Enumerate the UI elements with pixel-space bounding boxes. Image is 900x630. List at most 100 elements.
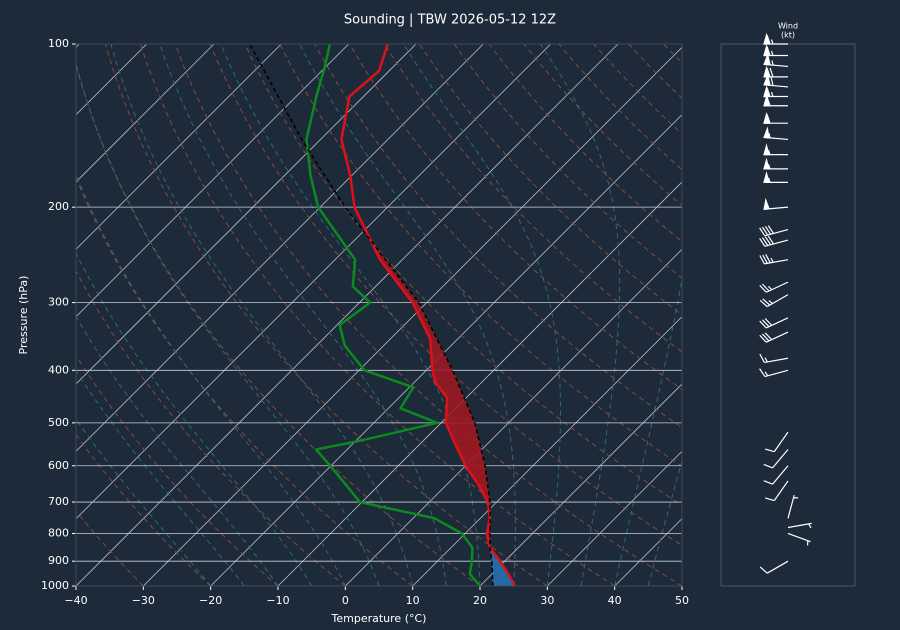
x-tick-label: −40 bbox=[64, 594, 87, 607]
dry-adiabat bbox=[76, 176, 413, 586]
wind-barb bbox=[759, 560, 789, 574]
isotherm bbox=[76, 44, 619, 586]
y-tick-label: 900 bbox=[48, 554, 69, 567]
y-axis-label: Pressure (hPa) bbox=[17, 276, 30, 355]
isotherm bbox=[277, 181, 682, 586]
moist-adiabat bbox=[76, 369, 245, 586]
moist-adiabat bbox=[614, 276, 682, 586]
wind-barb bbox=[759, 331, 789, 343]
barb-full bbox=[766, 114, 771, 124]
barb-half bbox=[768, 300, 773, 305]
wind-barb bbox=[764, 480, 789, 502]
barb-full bbox=[764, 236, 772, 246]
barb-full bbox=[761, 237, 769, 246]
y-tick-label: 800 bbox=[48, 526, 69, 539]
barb-full bbox=[764, 226, 772, 235]
moist-adiabat bbox=[110, 44, 414, 586]
moist-adiabat bbox=[76, 61, 380, 586]
dry-adiabat bbox=[628, 44, 682, 99]
profile-line bbox=[249, 44, 494, 586]
barb-pennant bbox=[763, 143, 770, 156]
barb-full bbox=[770, 76, 774, 86]
barb-staff bbox=[787, 494, 795, 519]
y-tick-label: 100 bbox=[48, 37, 69, 50]
barb-staff bbox=[764, 259, 789, 265]
barb-full bbox=[759, 566, 768, 574]
barb-full bbox=[763, 463, 773, 469]
barb-half bbox=[770, 91, 774, 97]
barb-full bbox=[763, 480, 773, 485]
barb-full bbox=[766, 87, 771, 97]
dry-adiabat bbox=[663, 44, 682, 64]
isotherm bbox=[76, 44, 215, 183]
barb-full bbox=[759, 334, 767, 343]
dry-adiabat bbox=[76, 433, 212, 586]
barb-pennant bbox=[763, 32, 770, 45]
barb-pennant bbox=[763, 126, 770, 139]
isotherm bbox=[345, 248, 682, 586]
barb-half bbox=[770, 39, 774, 45]
dry-adiabat bbox=[139, 44, 615, 586]
dry-adiabat bbox=[209, 44, 682, 546]
moist-adiabat bbox=[76, 418, 212, 586]
barb-full bbox=[764, 332, 773, 341]
background-lines bbox=[76, 44, 682, 586]
wind-barb bbox=[759, 235, 789, 247]
dry-adiabat bbox=[76, 354, 279, 586]
barb-full bbox=[766, 46, 771, 56]
barb-full bbox=[762, 283, 770, 292]
barb-pennant bbox=[763, 44, 770, 57]
wind-barb bbox=[763, 32, 788, 45]
barb-staff bbox=[765, 317, 789, 329]
isotherm bbox=[614, 518, 682, 586]
barb-staff bbox=[772, 465, 789, 485]
barb-full bbox=[764, 448, 775, 453]
wind-barb bbox=[763, 143, 788, 156]
wind-barb bbox=[759, 281, 789, 293]
barb-pennant bbox=[763, 171, 770, 183]
barb-staff bbox=[766, 560, 789, 574]
barb-staff bbox=[773, 480, 789, 501]
barb-staff bbox=[764, 229, 789, 237]
isotherm bbox=[76, 44, 484, 452]
moist-adiabat bbox=[76, 252, 313, 586]
barb-pennant bbox=[763, 157, 770, 170]
barb-full bbox=[767, 75, 771, 86]
wind-barb bbox=[763, 465, 789, 485]
wind-barb bbox=[763, 197, 789, 210]
barb-pennant bbox=[763, 111, 770, 124]
wind-panel-title: (kt) bbox=[781, 31, 795, 40]
barb-full bbox=[759, 320, 767, 329]
wind-barb bbox=[763, 157, 788, 170]
wind-barb bbox=[763, 449, 789, 469]
barb-full bbox=[759, 227, 766, 237]
wind-barb bbox=[787, 494, 799, 519]
barb-full bbox=[764, 318, 773, 326]
moist-adiabat bbox=[539, 44, 621, 586]
barb-full bbox=[759, 353, 765, 363]
isotherm bbox=[210, 114, 682, 586]
y-tick-label: 400 bbox=[48, 363, 69, 376]
barb-full bbox=[767, 235, 775, 245]
barb-full bbox=[761, 226, 769, 236]
barb-full bbox=[762, 298, 771, 306]
barb-half bbox=[767, 149, 771, 155]
wind-barb bbox=[763, 44, 788, 57]
barb-pennant bbox=[763, 53, 770, 66]
barb-full bbox=[762, 319, 770, 328]
dry-adiabat bbox=[314, 44, 682, 429]
barb-full bbox=[759, 299, 768, 308]
barb-half bbox=[768, 133, 771, 139]
isotherm bbox=[479, 383, 682, 586]
x-tick-label: 50 bbox=[675, 594, 689, 607]
x-tick-label: −20 bbox=[199, 594, 222, 607]
wind-barb bbox=[759, 317, 789, 329]
x-tick-label: 20 bbox=[473, 594, 487, 607]
y-tick-label: 600 bbox=[48, 459, 69, 472]
barb-full bbox=[769, 67, 774, 78]
moist-adiabat bbox=[647, 459, 682, 586]
barb-pennant bbox=[763, 197, 770, 210]
x-tick-label: 40 bbox=[608, 594, 622, 607]
